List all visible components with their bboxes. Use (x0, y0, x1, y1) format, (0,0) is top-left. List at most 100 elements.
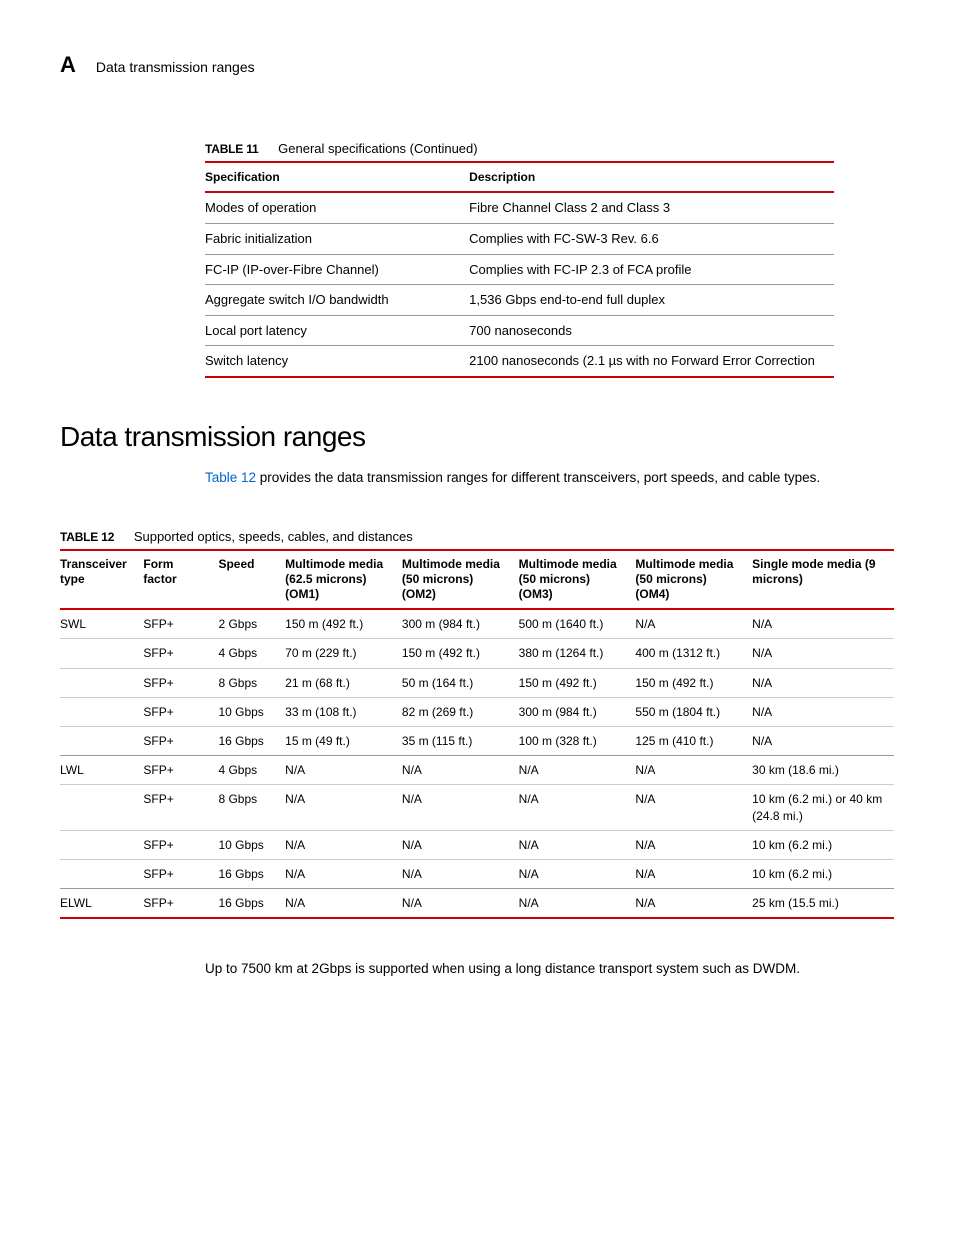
cell: N/A (752, 727, 894, 756)
running-head-text: Data transmission ranges (96, 58, 255, 77)
cell: N/A (285, 859, 402, 888)
cell: 100 m (328 ft.) (519, 727, 636, 756)
cell: 70 m (229 ft.) (285, 639, 402, 668)
table-row: Local port latency700 nanoseconds (205, 315, 834, 346)
cell: SFP+ (143, 697, 218, 726)
column-header: Form factor (143, 550, 218, 609)
column-header: Multimode media (62.5 microns) (OM1) (285, 550, 402, 609)
t11-col-desc: Description (469, 162, 834, 192)
table11-container: TABLE 11 General specifications (Continu… (205, 140, 834, 378)
cell: N/A (635, 756, 752, 785)
cell: Local port latency (205, 315, 469, 346)
cell: 1,536 Gbps end-to-end full duplex (469, 285, 834, 316)
cell: N/A (752, 668, 894, 697)
cell (60, 830, 143, 859)
cell: N/A (402, 889, 519, 919)
cell: N/A (752, 697, 894, 726)
table-row: ELWLSFP+16 GbpsN/AN/AN/AN/A25 km (15.5 m… (60, 889, 894, 919)
intro-container: Table 12 provides the data transmission … (205, 468, 834, 488)
table-row: LWLSFP+4 GbpsN/AN/AN/AN/A30 km (18.6 mi.… (60, 756, 894, 785)
table-row: Aggregate switch I/O bandwidth1,536 Gbps… (205, 285, 834, 316)
cell: N/A (519, 785, 636, 830)
table12-label: TABLE 12 (60, 530, 114, 544)
cell: 21 m (68 ft.) (285, 668, 402, 697)
cell: 150 m (492 ft.) (635, 668, 752, 697)
column-header: Multimode media (50 microns) (OM4) (635, 550, 752, 609)
cell: Fabric initialization (205, 223, 469, 254)
cell: N/A (752, 639, 894, 668)
cell: N/A (635, 830, 752, 859)
cell: N/A (752, 609, 894, 639)
cell: 10 km (6.2 mi.) (752, 859, 894, 888)
table12-caption: TABLE 12 Supported optics, speeds, cable… (60, 528, 894, 546)
cell: 10 Gbps (218, 830, 285, 859)
cell: FC-IP (IP-over-Fibre Channel) (205, 254, 469, 285)
table12-container: TABLE 12 Supported optics, speeds, cable… (60, 528, 894, 920)
cell (60, 859, 143, 888)
cell: N/A (285, 830, 402, 859)
t11-col-spec: Specification (205, 162, 469, 192)
cell: N/A (635, 785, 752, 830)
cell: 300 m (984 ft.) (402, 609, 519, 639)
cell: 33 m (108 ft.) (285, 697, 402, 726)
table11-label: TABLE 11 (205, 142, 259, 156)
cell: 125 m (410 ft.) (635, 727, 752, 756)
table-row: Switch latency2100 nanoseconds (2.1 µs w… (205, 346, 834, 377)
cell: 300 m (984 ft.) (519, 697, 636, 726)
cell: 2 Gbps (218, 609, 285, 639)
table-row: SFP+10 GbpsN/AN/AN/AN/A10 km (6.2 mi.) (60, 830, 894, 859)
footnote-container: Up to 7500 km at 2Gbps is supported when… (205, 959, 834, 979)
cell: 4 Gbps (218, 639, 285, 668)
table11: Specification Description Modes of opera… (205, 161, 834, 377)
table-row: Fabric initializationComplies with FC-SW… (205, 223, 834, 254)
cell (60, 727, 143, 756)
cell: 16 Gbps (218, 727, 285, 756)
cell: SFP+ (143, 859, 218, 888)
cell: 25 km (15.5 mi.) (752, 889, 894, 919)
cell: 150 m (492 ft.) (402, 639, 519, 668)
cell: N/A (519, 889, 636, 919)
cell: Fibre Channel Class 2 and Class 3 (469, 192, 834, 223)
cell: SWL (60, 609, 143, 639)
cell: N/A (285, 889, 402, 919)
cell: SFP+ (143, 756, 218, 785)
cell: LWL (60, 756, 143, 785)
cell: 400 m (1312 ft.) (635, 639, 752, 668)
cell: Complies with FC-IP 2.3 of FCA profile (469, 254, 834, 285)
cell: 35 m (115 ft.) (402, 727, 519, 756)
cell: 8 Gbps (218, 785, 285, 830)
cell: 15 m (49 ft.) (285, 727, 402, 756)
table12-title: Supported optics, speeds, cables, and di… (134, 529, 413, 544)
cell: N/A (402, 859, 519, 888)
cell: SFP+ (143, 727, 218, 756)
cell: N/A (519, 830, 636, 859)
table-row: FC-IP (IP-over-Fibre Channel)Complies wi… (205, 254, 834, 285)
cell: SFP+ (143, 830, 218, 859)
cell: 50 m (164 ft.) (402, 668, 519, 697)
table-row: SFP+16 Gbps15 m (49 ft.)35 m (115 ft.)10… (60, 727, 894, 756)
cell: N/A (285, 756, 402, 785)
cell: SFP+ (143, 668, 218, 697)
cell: Modes of operation (205, 192, 469, 223)
cell: N/A (635, 859, 752, 888)
cell: 10 km (6.2 mi.) (752, 830, 894, 859)
cell: N/A (402, 756, 519, 785)
cell: SFP+ (143, 609, 218, 639)
table-row: Modes of operationFibre Channel Class 2 … (205, 192, 834, 223)
intro-paragraph: Table 12 provides the data transmission … (205, 468, 834, 488)
column-header: Single mode media (9 microns) (752, 550, 894, 609)
cell: N/A (635, 889, 752, 919)
cell: Complies with FC-SW-3 Rev. 6.6 (469, 223, 834, 254)
cell: 4 Gbps (218, 756, 285, 785)
column-header: Multimode media (50 microns) (OM2) (402, 550, 519, 609)
cell: 82 m (269 ft.) (402, 697, 519, 726)
cell: 16 Gbps (218, 889, 285, 919)
cell: 380 m (1264 ft.) (519, 639, 636, 668)
cell (60, 697, 143, 726)
cell: 8 Gbps (218, 668, 285, 697)
cell: 30 km (18.6 mi.) (752, 756, 894, 785)
running-header: A Data transmission ranges (60, 50, 894, 80)
table11-title: General specifications (Continued) (278, 141, 477, 156)
cell: N/A (402, 785, 519, 830)
table12-link[interactable]: Table 12 (205, 470, 256, 485)
